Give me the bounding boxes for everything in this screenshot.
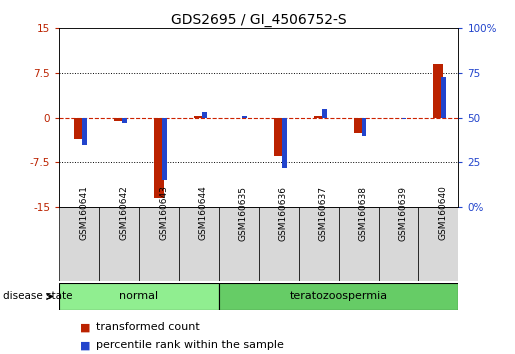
Text: disease state: disease state [3,291,72,302]
Text: GSM160636: GSM160636 [279,185,288,240]
Text: normal: normal [119,291,159,302]
Bar [179,207,219,281]
Text: GSM160644: GSM160644 [199,185,208,240]
Bar [219,207,259,281]
Bar [339,207,379,281]
Text: GSM160640: GSM160640 [438,185,448,240]
Bar [441,76,447,118]
Bar [219,283,458,310]
Bar [274,118,284,156]
Bar [418,207,458,281]
Bar [139,207,179,281]
Bar [74,118,84,138]
Text: ■: ■ [80,322,90,332]
Bar [259,207,299,281]
Text: GSM160639: GSM160639 [399,185,407,240]
Bar [114,118,124,121]
Bar [242,116,247,118]
Bar [59,283,219,310]
Bar [122,118,127,123]
Bar [162,118,167,180]
Text: GSM160641: GSM160641 [79,185,88,240]
Bar [322,109,327,118]
Title: GDS2695 / GI_4506752-S: GDS2695 / GI_4506752-S [171,13,347,27]
Bar [434,64,443,118]
Bar [299,207,339,281]
Bar [314,116,323,118]
Text: percentile rank within the sample: percentile rank within the sample [96,340,284,350]
Bar [99,207,139,281]
Bar [59,207,99,281]
Text: GSM160643: GSM160643 [159,185,168,240]
Text: GSM160637: GSM160637 [319,185,328,240]
Bar [362,118,367,136]
Bar [194,116,204,118]
Bar [154,118,164,198]
Bar [202,112,207,118]
Bar [402,118,406,120]
Text: GSM160635: GSM160635 [239,185,248,240]
Text: GSM160638: GSM160638 [358,185,368,240]
Bar [282,118,287,168]
Bar [82,118,87,144]
Text: transformed count: transformed count [96,322,200,332]
Text: ■: ■ [80,340,90,350]
Bar [379,207,418,281]
Text: teratozoospermia: teratozoospermia [289,291,388,302]
Text: GSM160642: GSM160642 [119,185,128,240]
Bar [354,118,364,133]
